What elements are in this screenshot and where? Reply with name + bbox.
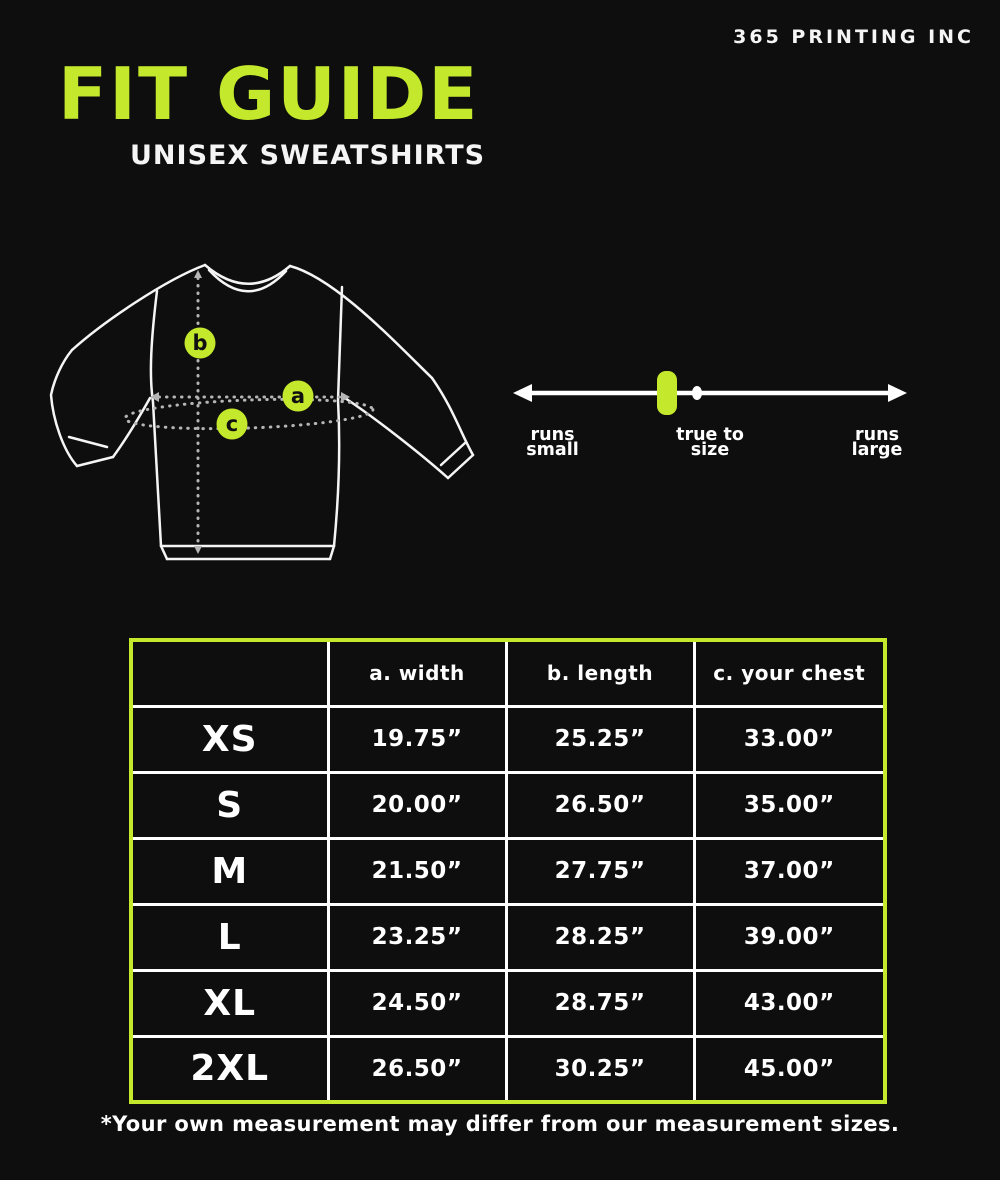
arrow-up-icon (194, 270, 202, 278)
table-row-2xl: 2XL 26.50” 30.25” 45.00” (129, 1034, 887, 1104)
true-to-size-line2: size (690, 440, 730, 460)
true-to-size-line1: true to (676, 425, 744, 445)
corner-cell (129, 638, 330, 708)
chest-value: 37.00” (692, 836, 887, 906)
header-length: b. length (504, 638, 696, 708)
table-row-l: L 23.25” 28.25” 39.00” (129, 902, 887, 972)
length-value: 28.75” (504, 968, 696, 1038)
fit-scale-labels: runs small true to size runs large (505, 425, 915, 474)
sweatshirt-outline-icon (49, 263, 475, 561)
label-runs-small: runs small (505, 425, 600, 460)
brand-name: 365 PRINTING INC (733, 26, 974, 48)
marker-a-icon (282, 380, 314, 412)
arrow-left-icon (150, 392, 159, 402)
page-subtitle: UNISEX SWEATSHIRTS (130, 140, 486, 171)
header-chest: c. your chest (692, 638, 887, 708)
size-label: S (129, 770, 330, 840)
arrow-down-icon (194, 546, 202, 554)
marker-c-label: c (226, 412, 238, 436)
label-runs-large: runs large (835, 425, 919, 460)
chest-value: 43.00” (692, 968, 887, 1038)
fit-scale (513, 371, 907, 415)
length-value: 25.25” (504, 704, 696, 774)
measurement-disclaimer: *Your own measurement may differ from ou… (100, 1112, 900, 1136)
scale-marker-true-to-size (657, 371, 677, 415)
scale-arrow-left-icon (513, 384, 532, 402)
marker-a-label: a (291, 384, 305, 408)
size-label: L (129, 902, 330, 972)
width-value: 19.75” (326, 704, 508, 774)
runs-large-line1: runs (855, 425, 899, 445)
page-title: FIT GUIDE (58, 52, 480, 136)
runs-small-line1: runs (530, 425, 575, 445)
width-value: 24.50” (326, 968, 508, 1038)
width-value: 21.50” (326, 836, 508, 906)
length-value: 30.25” (504, 1034, 696, 1104)
table-header-row: a. width b. length c. your chest (129, 638, 887, 708)
size-label: XS (129, 704, 330, 774)
header-width: a. width (326, 638, 508, 708)
size-label: 2XL (129, 1034, 330, 1104)
arrow-right-icon (341, 392, 350, 402)
scale-dot-icon (692, 386, 702, 400)
table-row-s: S 20.00” 26.50” 35.00” (129, 770, 887, 840)
chest-value: 35.00” (692, 770, 887, 840)
chest-dotted-ellipse (123, 397, 375, 431)
length-value: 26.50” (504, 770, 696, 840)
length-value: 28.25” (504, 902, 696, 972)
marker-c-icon (216, 408, 248, 440)
chest-value: 39.00” (692, 902, 887, 972)
size-label: M (129, 836, 330, 906)
size-label: XL (129, 968, 330, 1038)
table-row-xl: XL 24.50” 28.75” 43.00” (129, 968, 887, 1038)
label-true-to-size: true to size (655, 425, 765, 460)
runs-large-line2: large (851, 440, 903, 460)
width-value: 20.00” (326, 770, 508, 840)
size-table: a. width b. length c. your chest XS 19.7… (129, 638, 887, 1104)
sweatshirt-diagram: b a c (49, 263, 475, 561)
runs-small-line2: small (526, 440, 579, 460)
table-row-xs: XS 19.75” 25.25” 33.00” (129, 704, 887, 774)
chest-value: 33.00” (692, 704, 887, 774)
table-row-m: M 21.50” 27.75” 37.00” (129, 836, 887, 906)
width-value: 23.25” (326, 902, 508, 972)
marker-b-icon (184, 327, 216, 359)
length-value: 27.75” (504, 836, 696, 906)
width-value: 26.50” (326, 1034, 508, 1104)
scale-arrow-right-icon (888, 384, 907, 402)
marker-b-label: b (192, 331, 207, 355)
chest-value: 45.00” (692, 1034, 887, 1104)
